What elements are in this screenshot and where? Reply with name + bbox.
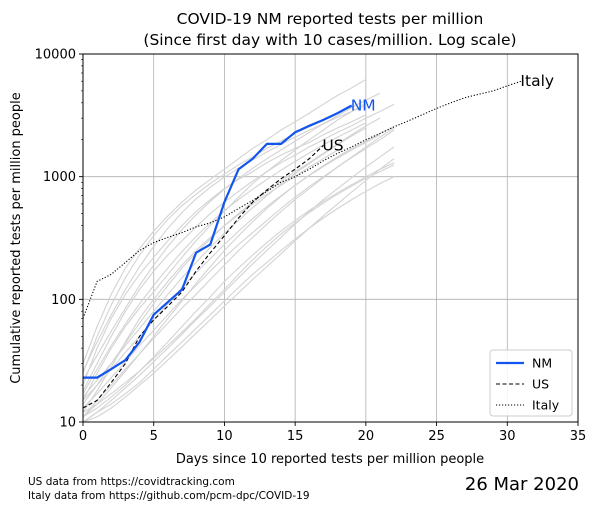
date-stamp: 26 Mar 2020 xyxy=(464,474,579,495)
x-tick-label: 30 xyxy=(499,429,516,444)
x-tick-label: 35 xyxy=(570,429,587,444)
legend-label-us: US xyxy=(532,377,549,392)
legend-box xyxy=(489,349,573,417)
chart-subtitle: (Since first day with 10 cases/million. … xyxy=(143,31,516,49)
background-series-line xyxy=(82,99,367,381)
background-series-line xyxy=(82,146,395,423)
y-tick-label: 10 xyxy=(59,416,76,431)
legend-label-nm: NM xyxy=(532,356,552,371)
series-end-label-us: US xyxy=(322,136,343,154)
background-series-line xyxy=(82,103,395,391)
background-series-line xyxy=(82,79,367,364)
background-series-line xyxy=(82,158,395,423)
series-line-us xyxy=(82,144,324,409)
source-note-italy: Italy data from https://github.com/pcm-d… xyxy=(28,490,310,502)
x-tick-label: 15 xyxy=(287,429,304,444)
y-tick-label: 1000 xyxy=(43,170,76,185)
background-series-line xyxy=(82,102,367,401)
source-note-us: US data from https://covidtracking.com xyxy=(28,476,235,488)
background-series-group xyxy=(82,79,395,423)
background-series-line xyxy=(82,127,367,398)
background-series-line xyxy=(82,176,395,423)
background-series-line xyxy=(82,117,381,405)
background-series-line xyxy=(82,129,395,409)
legend-label-italy: Italy xyxy=(532,398,560,413)
y-axis-label: Cumulative reported tests per million pe… xyxy=(9,92,24,384)
background-series-line xyxy=(82,122,367,394)
x-tick-label: 5 xyxy=(150,429,158,444)
series-end-label-nm: NM xyxy=(351,97,376,115)
x-tick-label: 0 xyxy=(79,429,87,444)
series-line-italy xyxy=(82,80,522,319)
background-series-line xyxy=(82,104,367,372)
x-tick-label: 20 xyxy=(358,429,375,444)
x-tick-label: 25 xyxy=(428,429,445,444)
y-tick-label: 100 xyxy=(51,293,76,308)
series-line-nm xyxy=(83,104,353,379)
x-tick-label: 10 xyxy=(216,429,233,444)
series-end-label-italy: Italy xyxy=(520,72,554,90)
background-series-line xyxy=(82,162,395,418)
background-series-line xyxy=(82,164,395,413)
series-end-labels: NM US Italy xyxy=(322,72,554,154)
legend: NM US Italy xyxy=(489,349,573,417)
background-series-line xyxy=(82,134,381,401)
plot-frame xyxy=(82,53,579,423)
main-series-group xyxy=(82,80,522,409)
x-axis-label: Days since 10 reported tests per million… xyxy=(176,452,484,467)
background-series-line xyxy=(82,126,395,418)
background-series-line xyxy=(82,149,338,413)
axis-ticks: 0 5 10 15 20 25 30 35 10 100 1000 10000 xyxy=(35,48,587,445)
y-tick-label: 10000 xyxy=(35,48,76,63)
chart-title: COVID-19 NM reported tests per million xyxy=(177,10,484,28)
plot-border xyxy=(82,53,579,423)
